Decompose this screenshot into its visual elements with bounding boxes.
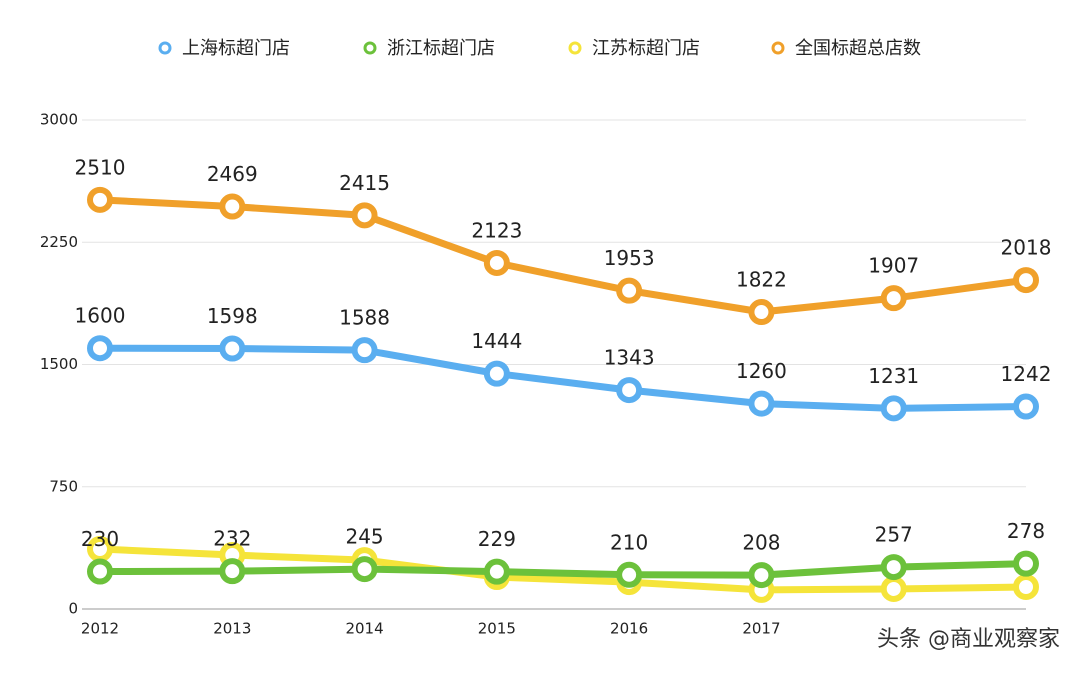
data-point xyxy=(616,277,643,304)
data-point xyxy=(351,337,378,364)
data-label: 208 xyxy=(742,531,780,555)
x-tick-label: 2017 xyxy=(742,620,780,638)
x-tick-label: 2013 xyxy=(213,620,251,638)
data-point xyxy=(351,202,378,229)
data-point xyxy=(1013,393,1039,420)
data-label: 1598 xyxy=(207,304,258,328)
data-point xyxy=(616,377,643,404)
data-point xyxy=(880,554,907,581)
data-label: 1231 xyxy=(868,364,919,388)
data-label: 2018 xyxy=(1001,236,1052,260)
data-label: 210 xyxy=(610,530,648,554)
series-line xyxy=(96,344,1030,412)
x-tick-label: 2014 xyxy=(345,620,383,638)
data-point xyxy=(1013,573,1039,600)
data-point xyxy=(880,575,907,602)
series-line xyxy=(96,196,1030,316)
legend-label: 上海标超门店 xyxy=(182,38,290,59)
y-tick-label: 0 xyxy=(68,600,78,618)
x-tick-label: 2012 xyxy=(81,620,119,638)
data-point xyxy=(483,360,510,387)
legend-marker xyxy=(363,41,377,55)
data-point xyxy=(616,561,643,588)
watermark: 头条 @商业观察家 xyxy=(877,627,1060,652)
data-label: 229 xyxy=(478,527,516,551)
legend-marker xyxy=(568,41,582,55)
data-label: 230 xyxy=(81,527,119,551)
data-label: 1953 xyxy=(604,246,655,270)
data-point xyxy=(87,335,113,362)
legend-marker xyxy=(771,41,785,55)
data-point xyxy=(483,249,510,276)
legend-marker xyxy=(158,41,172,55)
data-point xyxy=(483,558,510,585)
data-label: 2415 xyxy=(339,171,390,195)
legend-label: 全国标超总店数 xyxy=(795,38,921,59)
data-point xyxy=(1013,267,1039,294)
data-label: 232 xyxy=(213,527,251,551)
series-line xyxy=(96,545,1030,594)
legend-label: 浙江标超门店 xyxy=(387,38,495,59)
data-point xyxy=(1013,550,1039,577)
data-label: 245 xyxy=(345,525,383,549)
data-point xyxy=(748,562,775,589)
series-line xyxy=(96,560,1030,579)
data-label: 2123 xyxy=(471,218,522,242)
data-label: 1588 xyxy=(339,306,390,330)
data-point xyxy=(748,390,775,417)
y-tick-label: 2250 xyxy=(40,233,78,251)
data-point xyxy=(748,299,775,326)
data-label: 278 xyxy=(1007,519,1045,543)
data-label: 257 xyxy=(875,523,913,547)
data-label: 1343 xyxy=(604,346,655,370)
x-tick-label: 2015 xyxy=(478,620,516,638)
data-label: 1907 xyxy=(868,254,919,278)
data-point xyxy=(87,558,113,585)
x-tick-label: 2016 xyxy=(610,620,648,638)
data-point xyxy=(880,285,907,312)
data-label: 1242 xyxy=(1001,362,1052,386)
data-label: 1822 xyxy=(736,268,787,292)
data-label: 2510 xyxy=(75,155,126,179)
y-tick-label: 1500 xyxy=(40,355,78,373)
data-label: 2469 xyxy=(207,162,258,186)
data-point xyxy=(87,186,113,213)
y-tick-label: 3000 xyxy=(40,111,78,129)
legend-label: 江苏标超门店 xyxy=(592,38,700,59)
data-label: 1444 xyxy=(471,329,522,353)
data-label: 1260 xyxy=(736,359,787,383)
data-point xyxy=(219,335,246,362)
y-tick-label: 750 xyxy=(49,477,78,495)
data-point xyxy=(219,558,246,585)
data-point xyxy=(219,193,246,220)
data-point xyxy=(351,556,378,583)
data-point xyxy=(880,395,907,422)
data-label: 1600 xyxy=(75,304,126,328)
